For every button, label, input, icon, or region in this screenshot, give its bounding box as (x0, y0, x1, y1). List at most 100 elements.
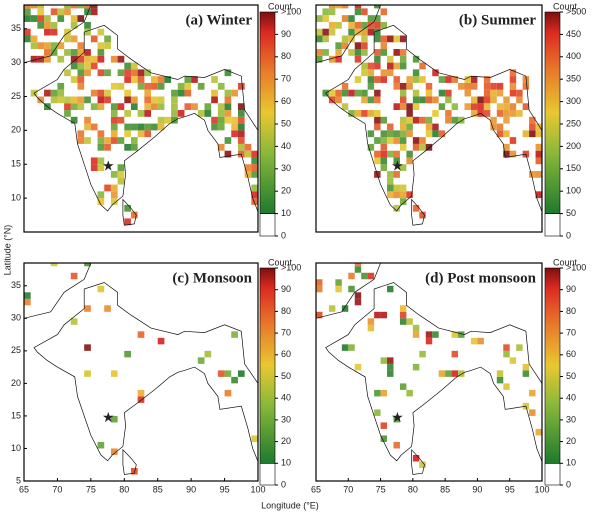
grid-cell (224, 110, 232, 117)
grid-cell (110, 198, 118, 205)
grid-cell (451, 370, 459, 377)
grid-cell (399, 130, 407, 138)
grid-cell (367, 28, 375, 36)
grid-cell (37, 42, 45, 50)
grid-cell (251, 191, 258, 199)
grid-cell (244, 143, 252, 151)
grid-cell (374, 137, 381, 144)
grid-cell (348, 49, 355, 56)
colorbar-tick-label: 200 (566, 141, 581, 151)
grid-cell (77, 76, 85, 83)
grid-cell (90, 103, 98, 111)
grid-cell (406, 110, 413, 117)
panel-title: (b) Summer (459, 12, 536, 28)
grid-cell (354, 89, 362, 97)
grid-cell (361, 49, 368, 56)
grid-cell (387, 123, 394, 131)
grid-cell (477, 96, 484, 104)
grid-cell (104, 96, 111, 104)
map-frame (315, 262, 543, 482)
grid-cell (399, 35, 407, 43)
grid-cell (387, 171, 394, 178)
grid-cell (171, 103, 178, 111)
grid-cell (529, 409, 536, 416)
grid-cell (470, 103, 478, 111)
map (24, 263, 258, 481)
grid-cell (84, 55, 91, 63)
grid-cell (144, 130, 152, 138)
grid-cell (341, 89, 349, 97)
x-tick-label: 100 (534, 484, 549, 494)
grid-cell (374, 76, 381, 83)
grid-cell (425, 89, 433, 97)
y-tick-label: 10 (11, 192, 21, 202)
grid-cell (354, 363, 362, 371)
grid-cell (451, 116, 459, 124)
grid-cell (110, 184, 118, 192)
grid-cell (335, 279, 342, 286)
grid-cell (380, 137, 388, 144)
grid-cell (124, 76, 131, 83)
grid-cell (197, 110, 205, 117)
grid-cell (70, 62, 78, 70)
grid-cell (217, 123, 225, 131)
grid-cell (90, 35, 98, 43)
grid-cell (393, 191, 400, 199)
grid-cell (90, 8, 98, 16)
colorbar-tick-label: >500 (566, 6, 586, 16)
grid-cell (104, 89, 111, 97)
grid-cell (57, 96, 65, 104)
grid-cell (438, 103, 446, 111)
coastline (325, 282, 542, 462)
grid-cell (387, 285, 394, 293)
grid-cell (197, 357, 205, 364)
grid-cell (217, 370, 225, 377)
colorbar-tick-label: 90 (281, 29, 291, 39)
colorbar-tick-label: >100 (281, 262, 301, 272)
panel-title: (a) Winter (185, 12, 252, 28)
grid-cell (412, 363, 420, 371)
grid-cell (70, 116, 78, 124)
grid-cell (412, 116, 420, 124)
x-tick-label: 90 (472, 484, 482, 494)
y-tick-label: 35 (11, 280, 21, 290)
grid-cell (130, 143, 138, 151)
grid-cell (237, 370, 245, 377)
grid-cell (438, 130, 446, 138)
grid-cell (237, 137, 245, 144)
grid-cell (419, 62, 426, 70)
grid-cell (458, 82, 465, 90)
grid-cell (24, 8, 31, 16)
x-tick-label: 95 (505, 484, 515, 494)
grid-cell (110, 82, 118, 90)
y-tick-label: 15 (11, 159, 21, 169)
grid-cell (529, 116, 536, 124)
colorbar (544, 11, 561, 214)
grid-cell (316, 35, 323, 43)
grid-cell (399, 49, 407, 56)
grid-cell (496, 89, 504, 97)
station-star: ★ (102, 409, 115, 425)
map-frame (23, 262, 259, 482)
grid-cell (374, 150, 381, 158)
grid-cell (374, 409, 381, 416)
grid-cell (177, 110, 185, 117)
colorbar-tick-label: 0 (566, 479, 571, 489)
x-tick-label: 80 (119, 484, 129, 494)
grid-cell (44, 42, 51, 50)
grid-cell (50, 8, 58, 16)
colorbar (259, 11, 276, 214)
grid-cell (224, 116, 232, 124)
grid-cell (110, 116, 118, 124)
grid-cell (151, 76, 158, 83)
grid-cell (348, 344, 355, 351)
x-tick-label: 70 (52, 484, 62, 494)
grid-cell (64, 110, 71, 117)
grid-cell (361, 96, 368, 104)
colorbar-tick-label: 250 (566, 118, 581, 128)
grid-cell (412, 76, 420, 83)
colorbar (544, 267, 561, 464)
grid-cell (151, 96, 158, 104)
grid-cell (137, 130, 145, 138)
grid-cell (380, 157, 388, 165)
